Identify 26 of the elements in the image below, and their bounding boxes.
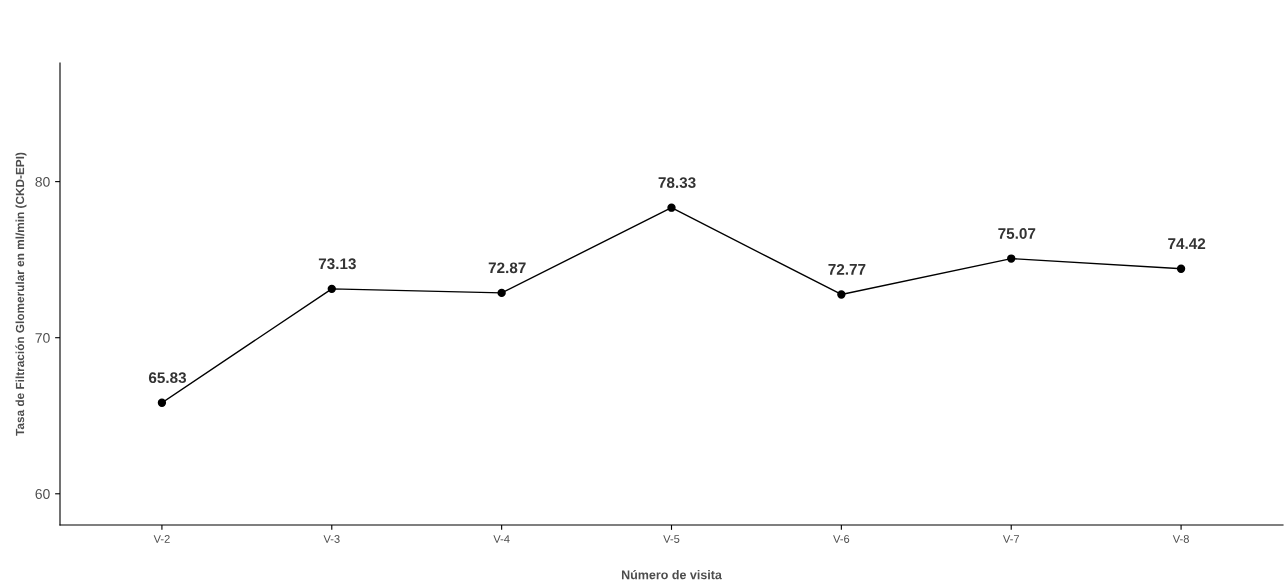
y-tick-label: 80	[35, 176, 50, 187]
x-tick-label: V-8	[1172, 535, 1189, 543]
data-label: 74.42	[1168, 238, 1206, 249]
y-axis-title: Tasa de Filtración Glomerular en ml/min (CKD-EPI)	[15, 152, 27, 436]
x-tick-label: V-7	[1002, 535, 1019, 543]
data-label: 72.87	[488, 262, 526, 274]
data-label: 72.77	[828, 263, 866, 275]
point	[327, 284, 336, 294]
point	[1007, 254, 1016, 263]
x-tick-label: V-4	[493, 535, 510, 543]
point	[1176, 264, 1186, 273]
point	[497, 288, 506, 298]
data-label: 73.13	[318, 258, 356, 270]
x-tick-label: V-5	[663, 535, 680, 543]
y-tick-label: 70	[35, 333, 50, 343]
point	[837, 290, 846, 299]
x-tick-label: V-3	[323, 535, 340, 543]
data-label: 75.07	[998, 228, 1036, 239]
y-tick-label: 60	[35, 489, 50, 499]
data-label: 78.33	[658, 177, 696, 189]
point	[157, 398, 167, 407]
data-label: 65.83	[148, 372, 187, 384]
x-tick-label: V-6	[833, 535, 850, 543]
x-tick-label: V-2	[153, 535, 170, 543]
x-axis-title: Número de visita	[621, 569, 722, 580]
point	[667, 203, 676, 212]
